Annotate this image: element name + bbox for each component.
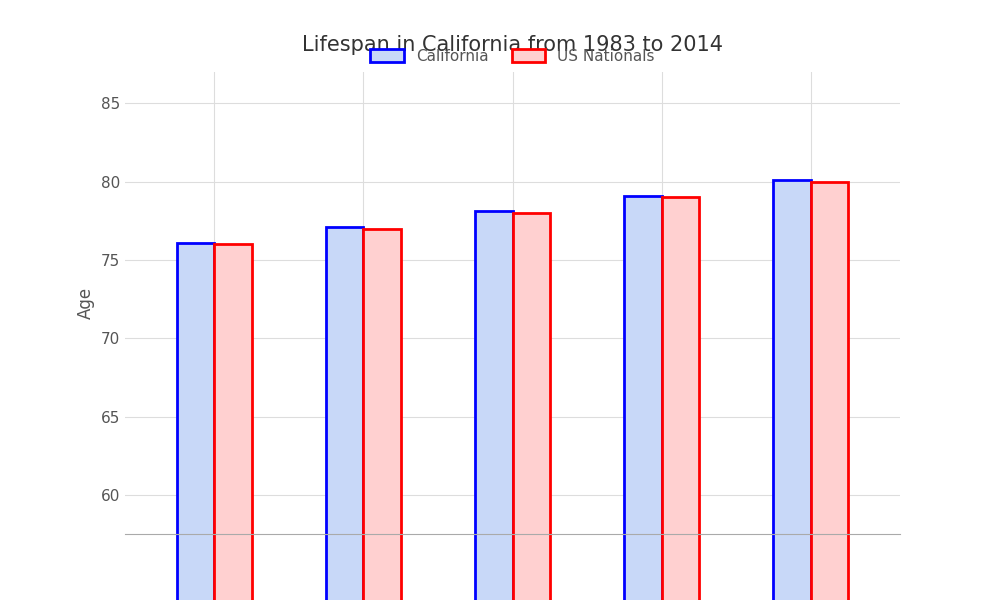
Bar xyxy=(475,211,512,600)
Legend: California, US Nationals: California, US Nationals xyxy=(364,43,661,70)
X-axis label: Year: Year xyxy=(495,559,530,577)
Bar xyxy=(363,229,401,600)
Bar xyxy=(177,243,214,600)
Y-axis label: Age: Age xyxy=(77,287,95,319)
Bar xyxy=(773,180,811,600)
Bar xyxy=(811,182,848,600)
Title: Lifespan in California from 1983 to 2014: Lifespan in California from 1983 to 2014 xyxy=(302,35,723,55)
Bar xyxy=(214,244,252,600)
Bar xyxy=(513,213,550,600)
Bar xyxy=(326,227,363,600)
Bar xyxy=(662,197,699,600)
Bar xyxy=(624,196,662,600)
